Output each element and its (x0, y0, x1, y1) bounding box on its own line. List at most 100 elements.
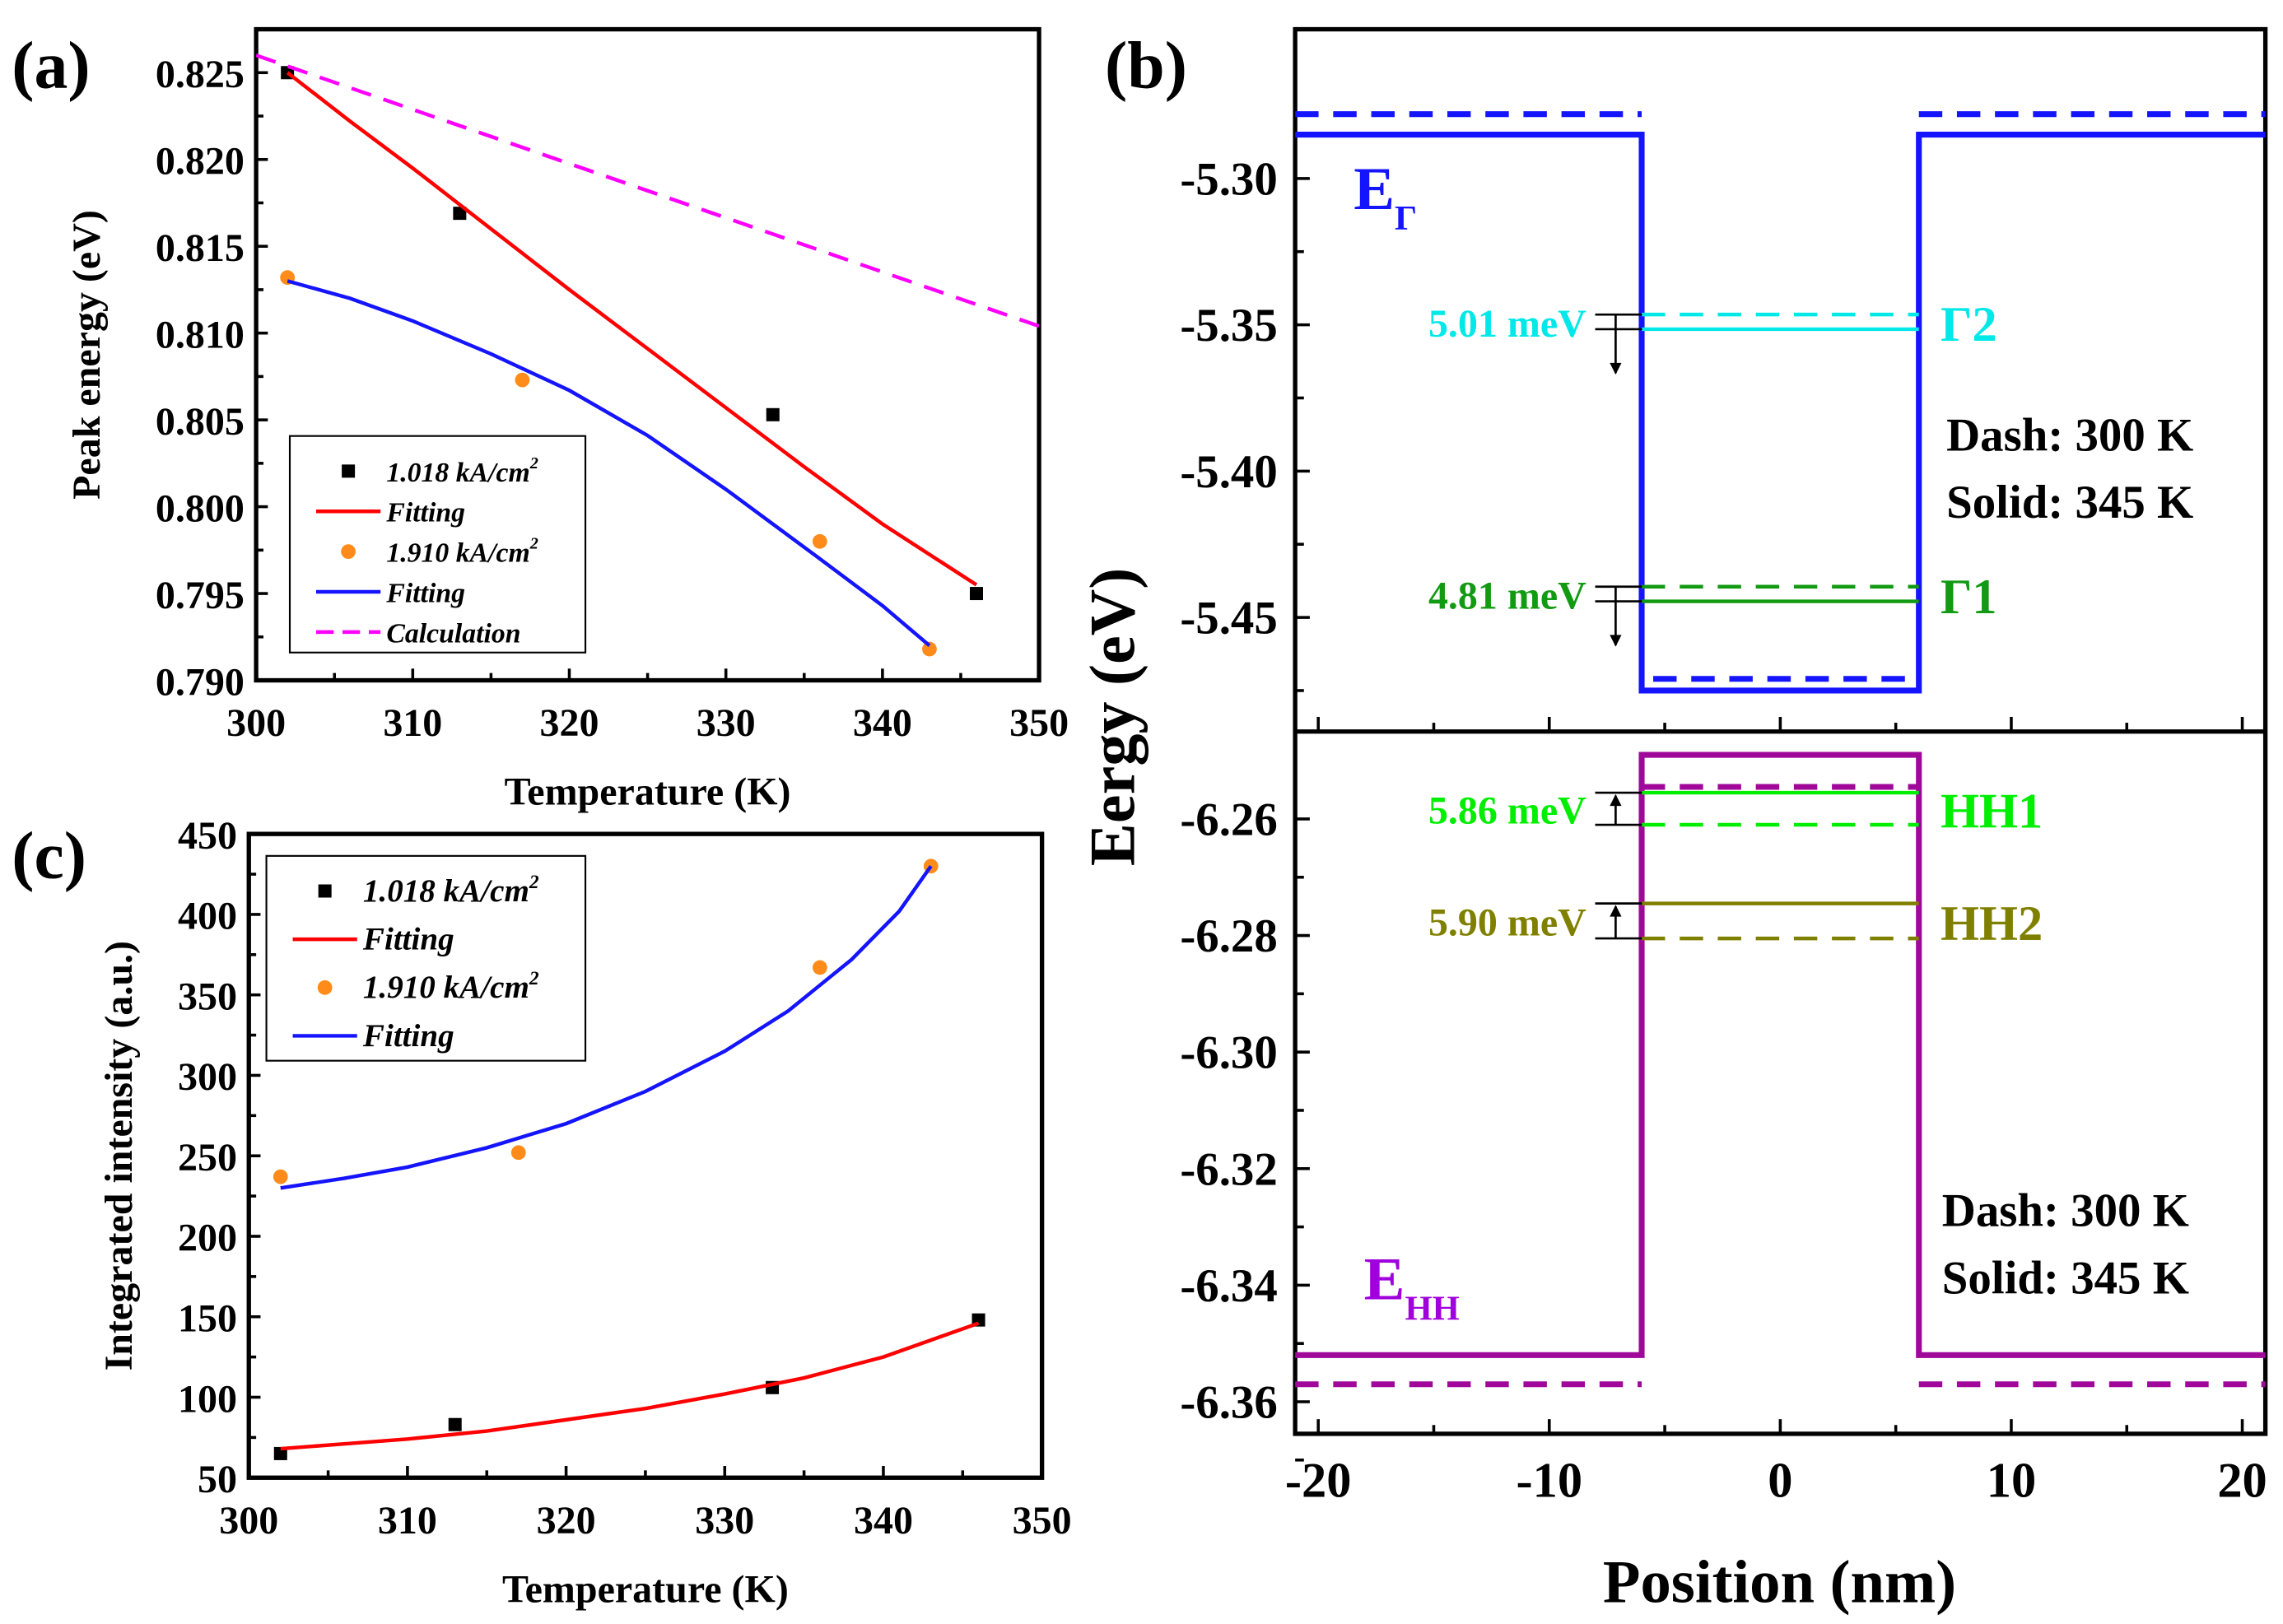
legend-label: 1.910 kA/cm2 (363, 968, 539, 1005)
x-axis-title: Position (nm) (1603, 1547, 1956, 1616)
data-point-circle (812, 533, 827, 549)
fitting-line (287, 279, 931, 648)
y-tick-label: -5.35 (1180, 300, 1277, 351)
legend-label-superscript: 2 (529, 968, 539, 989)
legend-label-superscript: 2 (529, 535, 538, 553)
conduction-band-345K-line (1295, 131, 2266, 694)
legend-label: Fitting (362, 1018, 454, 1054)
legend-label: Fitting (385, 498, 465, 528)
x-tick-label: 20 (2217, 1453, 2267, 1508)
temperature-legend-text: Dash: 300 K (1946, 409, 2193, 461)
legend-label: Fitting (385, 578, 465, 608)
y-tick-label: 100 (178, 1377, 237, 1421)
data-point-square (453, 207, 467, 221)
temperature-legend-text: Solid: 345 K (1942, 1252, 2189, 1304)
x-tick-label: 330 (697, 701, 756, 745)
heavy-hole-band-345K-line (1295, 752, 2266, 1358)
legend-box (288, 435, 587, 654)
x-axis-title: Temperature (K) (502, 1567, 789, 1611)
y-tick-label: -6.36 (1180, 1377, 1277, 1429)
y-tick-label: 0.795 (156, 574, 245, 617)
y-tick-label: 0.805 (156, 400, 245, 444)
y-tick-label: 0.810 (156, 313, 245, 356)
fitting-line (280, 864, 933, 1190)
panel-b-chart: -20 -10 0 10 20 Position (nm) Eergy (eV) -5.30 -… (1077, 26, 2268, 1616)
x-tick-label: 340 (853, 701, 912, 745)
legend-label-superscript: 2 (529, 454, 538, 472)
fitting-line (286, 71, 978, 587)
band-label-subscript: HH (1405, 1289, 1459, 1328)
legend-marker-circle (341, 544, 356, 559)
y-tick-label: 0.820 (156, 140, 245, 184)
y-tick-label: 250 (178, 1136, 237, 1180)
x-axis-title: Temperature (K) (505, 770, 791, 814)
x-tick-label: 10 (1987, 1453, 2036, 1508)
energy-shift-label: 5.01 meV (1428, 302, 1586, 346)
arrow-down-icon (1610, 635, 1622, 647)
y-tick-label: 0.825 (156, 53, 245, 96)
band-label: EHH (1364, 1245, 1460, 1328)
temperature-legend-text: Dash: 300 K (1942, 1185, 2189, 1237)
x-tick-label: 300 (226, 701, 286, 745)
y-tick-label: -5.45 (1180, 593, 1277, 644)
x-tick-label: 310 (383, 701, 442, 745)
x-tick-label: 350 (1013, 1499, 1072, 1543)
y-tick-label: 150 (178, 1297, 237, 1341)
legend-marker-square (342, 464, 356, 478)
panel-label-a: (a) (12, 28, 90, 103)
y-axis-title: Integrated intensity (a.u.) (97, 941, 141, 1370)
y-tick-label: -6.32 (1180, 1143, 1277, 1195)
arrow-up-icon (1610, 905, 1622, 917)
plot-area (256, 54, 1040, 657)
band-label-subscript: Γ (1395, 199, 1417, 238)
legend-marker-square (318, 884, 332, 898)
x-tick-label: 310 (378, 1499, 437, 1543)
x-tick-label: 320 (540, 701, 599, 745)
legend: 1.018 kA/cm2 Fitting 1.910 kA/cm2 Fitting (265, 854, 587, 1062)
data-point-circle (515, 372, 530, 388)
legend-label: 1.018 kA/cm2 (363, 872, 539, 909)
y-tick-label: 350 (178, 975, 237, 1018)
y-tick-label: -6.26 (1180, 793, 1277, 845)
legend-marker-circle (317, 980, 333, 995)
x-tick-label: 300 (219, 1499, 278, 1543)
y-tick-label: 200 (178, 1217, 237, 1260)
y-axis-title: Peak energy (eV) (65, 210, 109, 500)
y-tick-label: 0.790 (156, 660, 245, 704)
y-tick-label: 300 (178, 1055, 237, 1099)
x-tick-label: 340 (854, 1499, 913, 1543)
energy-shift-label: 5.86 meV (1428, 789, 1586, 832)
y-tick-label: 450 (178, 814, 237, 858)
arrow-down-icon (1610, 362, 1622, 375)
y-tick-label: 0.815 (156, 226, 245, 270)
temperature-legend-text: Solid: 345 K (1946, 477, 2193, 528)
y-tick-label: -5.40 (1180, 446, 1277, 498)
band-label: EΓ (1353, 155, 1417, 238)
fitting-line (280, 1321, 980, 1451)
data-point-circle (922, 641, 937, 657)
plot-area (273, 859, 985, 1460)
data-point-square (970, 587, 983, 601)
y-tick-label: -6.34 (1180, 1260, 1277, 1312)
energy-shift-label: 5.90 meV (1428, 901, 1586, 945)
y-tick-label: -6.30 (1180, 1027, 1277, 1079)
x-tick-label: 0 (1768, 1453, 1792, 1508)
x-tick-label: -20 (1285, 1453, 1352, 1508)
panel-a-chart: 300 310 320 330 340 350 0.790 0.795 0.800 0.805 0.… (65, 26, 1069, 814)
calculation-line (256, 54, 1040, 328)
x-tick-label: 320 (537, 1499, 596, 1543)
level-label: Γ1 (1941, 570, 1997, 625)
data-point-circle (812, 960, 827, 975)
panel-label-b: (b) (1105, 28, 1187, 103)
y-tick-label: 400 (178, 895, 237, 938)
legend-label: Fitting (362, 922, 454, 957)
data-point-circle (273, 1169, 288, 1184)
legend-label: 1.910 kA/cm2 (386, 535, 538, 569)
x-tick-label: 330 (695, 1499, 754, 1543)
level-label: Γ2 (1941, 297, 1997, 352)
data-point-square (766, 407, 780, 421)
x-tick-label: -10 (1517, 1453, 1583, 1508)
legend-label: 1.018 kA/cm2 (386, 454, 538, 488)
energy-shift-label: 4.81 meV (1428, 574, 1586, 617)
